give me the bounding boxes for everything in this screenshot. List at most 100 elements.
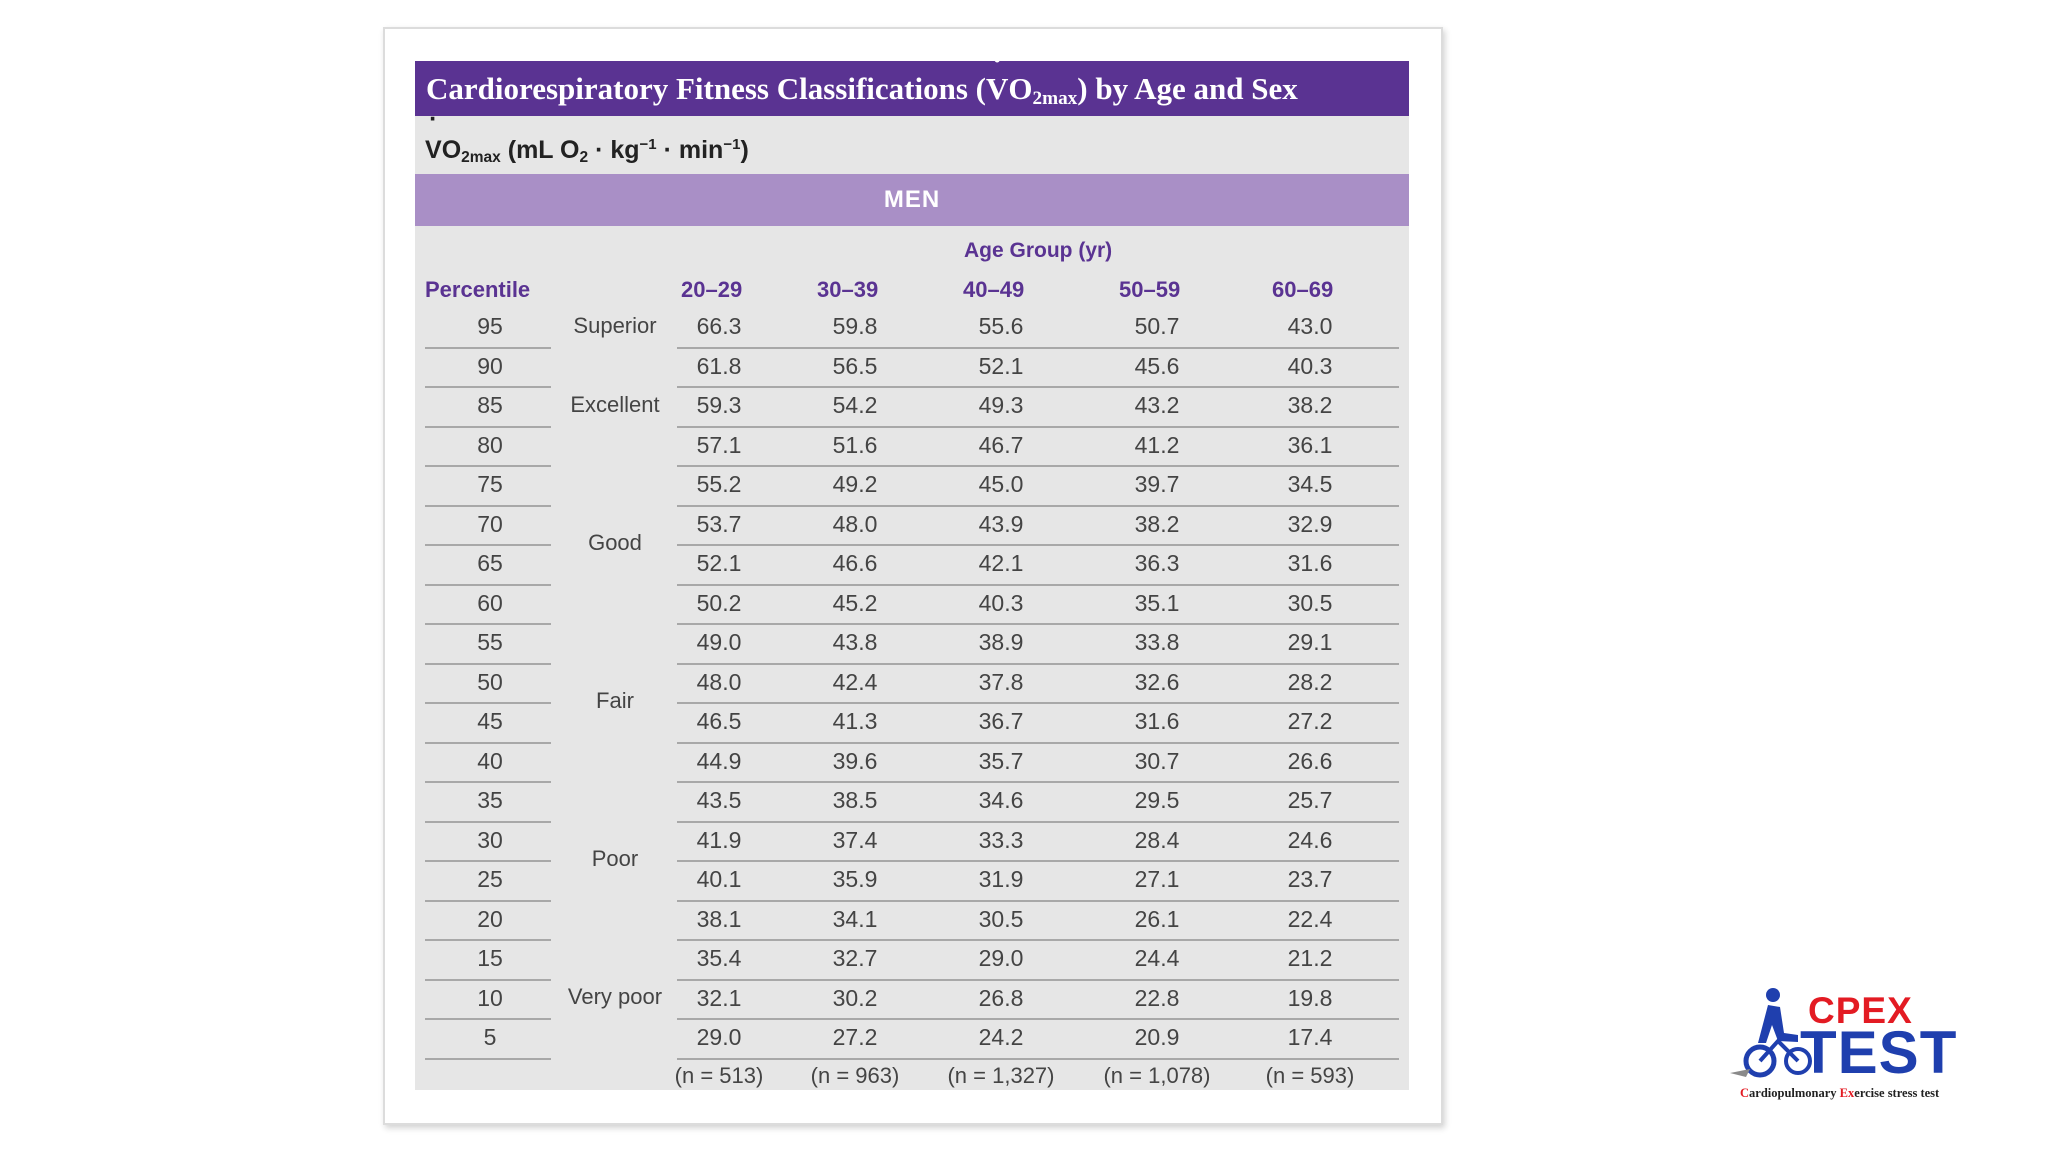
value-cell: 27.2: [832, 1024, 878, 1050]
value-cell: 46.6: [832, 550, 878, 576]
table-row: 95 66.3 59.8 55.6 50.7 43.0: [415, 309, 1409, 349]
value-cell: 50.2: [696, 589, 742, 616]
cyclist-icon: [1730, 988, 1812, 1078]
value-cell: 40.1: [696, 866, 742, 892]
row-divider: [425, 899, 551, 902]
percentile-cell: 90: [477, 352, 503, 379]
row-divider: [425, 978, 551, 981]
row-divider: [677, 939, 1399, 941]
column-headers: Percentile 20–29 30–39 40–49 50–59 60–69: [415, 277, 1409, 307]
value-cell: 37.8: [978, 668, 1024, 695]
percentile-cell: 25: [477, 866, 503, 892]
value-cell: 55.2: [696, 471, 742, 497]
table-row: 60 50.2 45.2 40.3 35.1 30.5: [415, 586, 1409, 625]
value-cell: 61.8: [696, 352, 742, 379]
value-cell: 35.1: [1134, 589, 1180, 616]
value-cell: 29.1: [1287, 629, 1333, 655]
value-cell: 35.4: [696, 945, 742, 971]
value-cell: 26.1: [1134, 905, 1180, 932]
classification-label: Poor: [591, 846, 639, 871]
classification-label: Good: [588, 530, 642, 555]
classification-label: Superior: [573, 313, 657, 338]
value-cell: 31.6: [1287, 550, 1333, 576]
value-cell: 51.6: [832, 431, 878, 458]
row-divider: [677, 820, 1399, 823]
row-divider: [677, 623, 1399, 625]
value-cell: 45.2: [832, 589, 878, 616]
value-cell: 39.6: [832, 747, 878, 774]
table-body: 95 66.3 59.8 55.6 50.7 43.0 90 61.8 56.5 52.1 45.6…: [415, 309, 1409, 1060]
table-row: 80 57.1 51.6 46.7 41.2 36.1: [415, 428, 1409, 467]
value-cell: 19.8: [1287, 984, 1333, 1011]
table-row: 85 59.3 54.2 49.3 43.2 38.2: [415, 388, 1409, 428]
table-row: 30 41.9 37.4 33.3 28.4 24.6: [415, 823, 1409, 862]
row-divider: [425, 860, 551, 862]
value-cell: 24.2: [978, 1024, 1024, 1050]
value-cell: 43.5: [696, 787, 742, 813]
sample-size: (n = 593): [1265, 1063, 1355, 1088]
percentile-cell: 5: [483, 1024, 497, 1050]
row-divider: [425, 623, 551, 625]
percentile-cell: 80: [477, 431, 503, 458]
classification-label: Excellent: [570, 391, 660, 417]
table-row: 55 49.0 43.8 38.9 33.8 29.1: [415, 625, 1409, 665]
row-divider: [425, 583, 551, 586]
value-cell: 59.3: [696, 392, 742, 418]
value-cell: 34.5: [1287, 471, 1333, 497]
value-cell: 57.1: [696, 431, 742, 458]
value-cell: 33.3: [978, 826, 1024, 853]
value-cell: 29.5: [1134, 787, 1180, 813]
row-divider: [677, 1057, 1399, 1060]
row-divider: [677, 425, 1399, 428]
table-row: 70 53.7 48.0 43.9 38.2 32.9: [415, 507, 1409, 546]
table-row: 65 52.1 46.6 42.1 36.3 31.6: [415, 546, 1409, 586]
cpex-test-logo: CPEX TEST Cardiopulmonary Exercise stres…: [1720, 985, 2010, 1105]
value-cell: 56.5: [832, 352, 878, 379]
value-cell: 42.1: [978, 550, 1024, 576]
row-divider: [677, 978, 1399, 981]
value-cell: 44.9: [696, 747, 742, 774]
value-cell: 28.4: [1134, 826, 1180, 853]
fitness-table-card: Cardiorespiratory Fitness Classification…: [383, 27, 1443, 1125]
sample-size: (n = 1,078): [1103, 1063, 1211, 1088]
value-cell: 41.2: [1134, 431, 1180, 458]
sample-size-row: (n = 513) (n = 963) (n = 1,327) (n = 1,0…: [415, 1061, 1409, 1095]
value-cell: 50.7: [1134, 313, 1180, 339]
table-row: 15 35.4 32.7 29.0 24.4 21.2: [415, 941, 1409, 981]
row-divider: [425, 662, 551, 665]
row-divider: [425, 939, 551, 941]
value-cell: 30.5: [978, 905, 1024, 932]
age-header: 50–59: [1119, 277, 1181, 302]
value-cell: 45.6: [1134, 352, 1180, 379]
value-cell: 43.0: [1287, 313, 1333, 339]
percentile-header: Percentile: [425, 277, 531, 302]
row-divider: [677, 1018, 1399, 1020]
percentile-cell: 60: [477, 589, 503, 616]
value-cell: 29.0: [978, 945, 1024, 971]
table-row: 25 40.1 35.9 31.9 27.1 23.7: [415, 862, 1409, 902]
row-divider: [425, 1018, 551, 1020]
value-cell: 32.9: [1287, 510, 1333, 537]
row-divider: [677, 544, 1399, 546]
classification-label: Fair: [596, 688, 634, 713]
row-divider: [677, 741, 1399, 744]
value-cell: 46.5: [696, 708, 742, 734]
percentile-cell: 55: [477, 629, 503, 655]
percentile-cell: 75: [477, 471, 503, 497]
row-divider: [677, 504, 1399, 507]
row-divider: [425, 425, 551, 428]
row-divider: [425, 702, 551, 704]
age-group-header: Age Group (yr): [415, 239, 1409, 269]
table-panel: Cardiorespiratory Fitness Classification…: [415, 61, 1409, 1090]
value-cell: 41.3: [832, 708, 878, 734]
percentile-cell: 40: [477, 747, 503, 774]
value-cell: 26.6: [1287, 747, 1333, 774]
value-cell: 38.1: [696, 905, 742, 932]
value-cell: 32.7: [832, 945, 878, 971]
percentile-cell: 35: [477, 787, 503, 813]
row-divider: [425, 465, 551, 467]
table-row: 45 46.5 41.3 36.7 31.6 27.2: [415, 704, 1409, 744]
table-row: 75 55.2 49.2 45.0 39.7 34.5: [415, 467, 1409, 507]
row-divider: [425, 346, 551, 349]
value-cell: 32.6: [1134, 668, 1180, 695]
